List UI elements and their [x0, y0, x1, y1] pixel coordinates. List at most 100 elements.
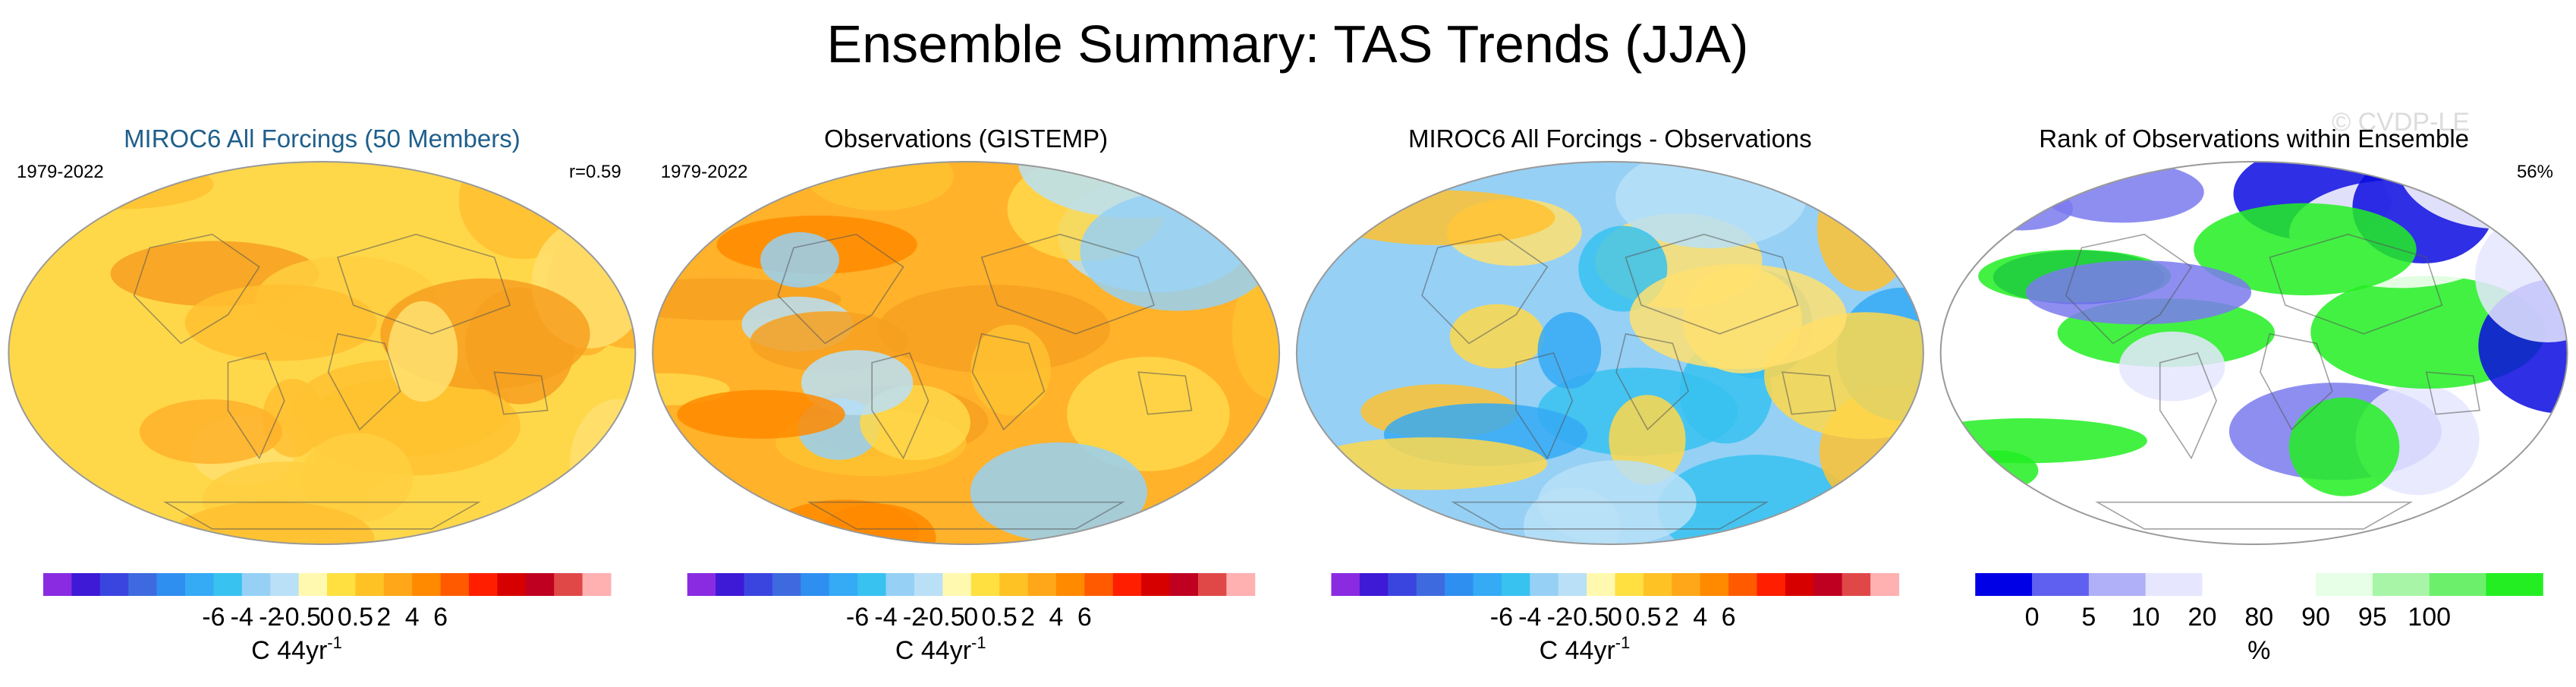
colorbar-tick-label: 90 [2301, 603, 2330, 632]
coastline [1515, 352, 1574, 460]
colorbar-swatch [1870, 573, 1899, 596]
colorbar-units: C 44yr-1 [251, 633, 342, 665]
colorbar: -6 -4 -2-0.50 0.5 2 4 6 C 44yr-1 [43, 573, 612, 665]
colorbar-swatch [772, 573, 801, 596]
coastline [2065, 233, 2193, 345]
panel-period: 1979-2022 [661, 162, 748, 182]
colorbar-swatch [383, 573, 413, 596]
colorbar-swatch [1643, 573, 1672, 596]
map-field [653, 162, 1280, 544]
colorbar-swatch [1501, 573, 1530, 596]
colorbar-swatch [412, 573, 442, 596]
field-blob [168, 501, 375, 544]
colorbar: -6 -4 -2-0.50 0.5 2 4 6 C 44yr-1 [687, 573, 1256, 665]
colorbar-tick-label: -2 [903, 603, 926, 632]
colorbar-tick-label: -2 [1547, 603, 1570, 632]
colorbar-swatch [1757, 573, 1786, 596]
colorbar-swatch [1587, 573, 1615, 596]
map-field [8, 162, 636, 544]
watermark-text: © CVDP-LE [2332, 108, 2470, 137]
field-blob [801, 350, 914, 415]
coastline [162, 501, 481, 530]
field-blob [2194, 203, 2417, 296]
colorbar-swatch [687, 573, 716, 596]
field-blob [139, 399, 282, 465]
colorbar-tick-label: -2 [259, 603, 282, 632]
colorbar-tick-label: -0.5 [920, 603, 965, 632]
panel-stat: r=0.59 [569, 162, 621, 182]
colorbar-swatch [857, 573, 887, 596]
colorbar-tick-label: -6 [1490, 603, 1513, 632]
colorbar-tick-label: 5 [2081, 603, 2096, 632]
field-blob [569, 399, 636, 533]
coastline [1782, 371, 1837, 415]
colorbar-tick-label: -4 [1518, 603, 1541, 632]
colorbar-swatch [1197, 573, 1227, 596]
panel-period: 1979-2022 [17, 162, 104, 182]
colorbar-tick-label: 2 [376, 603, 391, 632]
coastline [971, 332, 1046, 431]
colorbar-swatch [469, 573, 498, 596]
colorbar-swatch [1813, 573, 1843, 596]
coastline [1625, 233, 1799, 335]
coastline [133, 233, 260, 345]
colorbar-tick-label: 20 [2188, 603, 2217, 632]
colorbar-tick-label: 4 [1693, 603, 1707, 632]
colorbar-swatch [185, 573, 214, 596]
coastline [2159, 352, 2217, 460]
colorbar-swatch [1842, 573, 1871, 596]
coastline [1137, 371, 1193, 415]
field-blob [1537, 312, 1602, 389]
field-blob [1296, 192, 1348, 223]
colorbar-swatch [2316, 573, 2373, 596]
colorbar-swatch [1416, 573, 1445, 596]
colorbar-swatch [2259, 573, 2317, 596]
field-blob [970, 324, 1051, 416]
coastline [777, 233, 904, 345]
coastline [1451, 501, 1769, 530]
field-blob [2118, 331, 2225, 402]
field-blob [769, 499, 920, 544]
field-blob [1940, 216, 1998, 250]
map-border [8, 161, 637, 545]
map-field [1940, 162, 2568, 544]
field-blob [184, 284, 377, 361]
colorbar-swatch [716, 573, 745, 596]
field-blob [806, 162, 954, 211]
coastline [1615, 332, 1690, 431]
colorbar-tick-label: -0.5 [1565, 603, 1609, 632]
colorbar-swatch [1112, 573, 1142, 596]
colorbar-swatch [270, 573, 300, 596]
colorbar-swatch [128, 573, 158, 596]
colorbar-swatch [1672, 573, 1701, 596]
field-blob [1816, 164, 1914, 292]
colorbar-tick-label: 0.5 [338, 603, 373, 632]
colorbar-swatch [1141, 573, 1171, 596]
colorbar-tick-label: 0.5 [982, 603, 1018, 632]
field-blob [677, 389, 845, 439]
colorbar-swatch [1728, 573, 1757, 596]
colorbar-swatch [440, 573, 470, 596]
coastline [327, 332, 401, 431]
colorbar-swatch [1027, 573, 1057, 596]
field-blob [388, 301, 458, 402]
colorbar-swatch [2032, 573, 2090, 596]
colorbar-swatch [1388, 573, 1417, 596]
coastline [493, 371, 549, 415]
coastline [2425, 371, 2480, 415]
colorbar-tick-label: 6 [1722, 603, 1736, 632]
field-blob [300, 433, 414, 523]
map-panel-3: MIROC6 All Forcings - Observations -6 -4 -2… [1295, 124, 1924, 665]
coastline [1421, 233, 1549, 345]
field-blob [1307, 437, 1548, 490]
figure-title: Ensemble Summary: TAS Trends (JJA) [827, 14, 1749, 74]
field-blob [1940, 505, 2049, 544]
colorbar-swatch [213, 573, 243, 596]
colorbar-units: C 44yr-1 [895, 633, 986, 665]
colorbar-swatch [1359, 573, 1389, 596]
colorbar-tick-label: -4 [874, 603, 897, 632]
colorbar-swatch [2429, 573, 2486, 596]
colorbar-swatch [2486, 573, 2543, 596]
colorbar-swatch [582, 573, 612, 596]
colorbar-units: C 44yr-1 [1540, 633, 1631, 665]
